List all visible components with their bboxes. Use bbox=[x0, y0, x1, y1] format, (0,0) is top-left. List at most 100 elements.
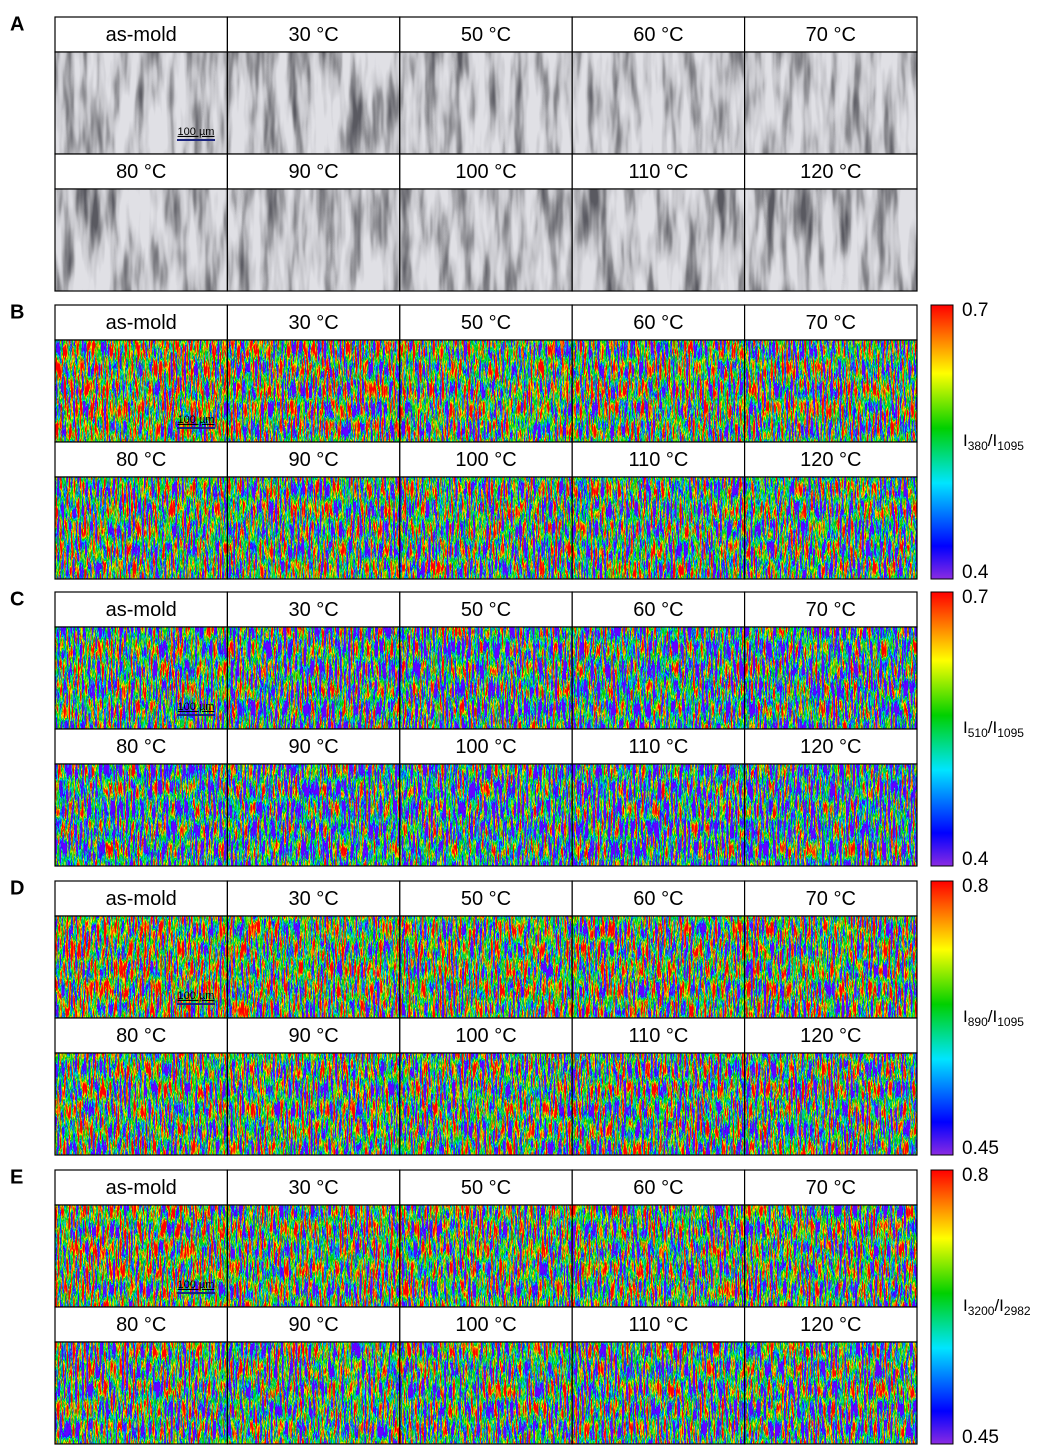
scale-bar-label: 100 µm bbox=[178, 701, 215, 713]
colorbar-min: 0.4 bbox=[962, 849, 989, 870]
map-image bbox=[572, 1053, 744, 1155]
map-image bbox=[227, 52, 399, 154]
cell-title: 60 °C bbox=[633, 599, 683, 621]
colorbar-max: 0.8 bbox=[962, 876, 988, 897]
cell-title: 90 °C bbox=[288, 1025, 338, 1047]
colorbar-max: 0.7 bbox=[962, 587, 988, 608]
map-image bbox=[400, 627, 572, 729]
map-image bbox=[55, 189, 227, 291]
map-image bbox=[55, 1342, 227, 1444]
panel-label: C bbox=[10, 588, 24, 610]
cell-title: 120 °C bbox=[800, 1314, 861, 1336]
panel-label: A bbox=[10, 13, 24, 35]
cell-title: 50 °C bbox=[461, 1177, 511, 1199]
colorbar-min: 0.45 bbox=[962, 1427, 999, 1448]
map-image bbox=[55, 1205, 227, 1307]
label-sub: 3200 bbox=[968, 1304, 995, 1318]
cell-title: 50 °C bbox=[461, 312, 511, 334]
map-image bbox=[55, 52, 227, 154]
cell-title: 100 °C bbox=[455, 736, 516, 758]
map-image bbox=[572, 916, 744, 1018]
map-image bbox=[55, 477, 227, 579]
cell-title: 30 °C bbox=[288, 312, 338, 334]
cell-title: as-mold bbox=[106, 1177, 177, 1199]
map-image bbox=[572, 52, 744, 154]
label-sub: 2982 bbox=[1004, 1304, 1031, 1318]
colorbar bbox=[931, 1170, 953, 1444]
colorbar-max: 0.8 bbox=[962, 1165, 988, 1186]
map-image bbox=[400, 764, 572, 866]
cell-title: 80 °C bbox=[116, 736, 166, 758]
map-image bbox=[55, 340, 227, 442]
map-image bbox=[55, 764, 227, 866]
map-image bbox=[400, 1342, 572, 1444]
map-image bbox=[745, 1205, 917, 1307]
cell-title: 60 °C bbox=[633, 312, 683, 334]
cell-title: 100 °C bbox=[455, 449, 516, 471]
cell-title: 80 °C bbox=[116, 449, 166, 471]
cell-title: 110 °C bbox=[628, 161, 688, 183]
map-image bbox=[572, 1342, 744, 1444]
map-image bbox=[400, 52, 572, 154]
colorbar bbox=[931, 592, 953, 866]
map-image bbox=[745, 627, 917, 729]
cell-title: 60 °C bbox=[633, 888, 683, 910]
cell-title: as-mold bbox=[106, 312, 177, 334]
map-image bbox=[400, 477, 572, 579]
map-image bbox=[227, 1205, 399, 1307]
map-image bbox=[400, 1205, 572, 1307]
label-sub: 1095 bbox=[997, 439, 1024, 453]
cell-title: 90 °C bbox=[288, 161, 338, 183]
cell-title: 120 °C bbox=[800, 1025, 861, 1047]
map-image bbox=[745, 1342, 917, 1444]
cell-title: as-mold bbox=[106, 24, 177, 46]
cell-title: 50 °C bbox=[461, 24, 511, 46]
map-image bbox=[227, 1342, 399, 1444]
cell-title: 30 °C bbox=[288, 888, 338, 910]
map-image bbox=[400, 340, 572, 442]
cell-title: 80 °C bbox=[116, 1025, 166, 1047]
figure: Aas-mold 100 µm 30 °C 50 °C 60 °C 70 °C 80 °C 9… bbox=[0, 0, 1049, 1448]
cell-title: 70 °C bbox=[806, 1177, 856, 1199]
scale-bar-label: 100 µm bbox=[178, 1279, 215, 1291]
map-image bbox=[55, 627, 227, 729]
cell-title: 30 °C bbox=[288, 1177, 338, 1199]
colorbar bbox=[931, 305, 953, 579]
map-image bbox=[745, 189, 917, 291]
cell-title: 120 °C bbox=[800, 449, 861, 471]
colorbar-max: 0.7 bbox=[962, 300, 988, 321]
colorbar-label: I890/I1095 bbox=[963, 1007, 1024, 1029]
map-image bbox=[745, 916, 917, 1018]
colorbar-label: I380/I1095 bbox=[963, 431, 1024, 453]
scale-bar-label: 100 µm bbox=[178, 126, 215, 138]
label-sub: 1095 bbox=[997, 1015, 1024, 1029]
map-image bbox=[227, 1053, 399, 1155]
cell-title: 100 °C bbox=[455, 1025, 516, 1047]
cell-title: 60 °C bbox=[633, 1177, 683, 1199]
cell-title: 80 °C bbox=[116, 161, 166, 183]
map-image bbox=[745, 1053, 917, 1155]
scale-bar-label: 100 µm bbox=[178, 990, 215, 1002]
cell-title: 100 °C bbox=[455, 1314, 516, 1336]
label-sub: 1095 bbox=[997, 726, 1024, 740]
map-image bbox=[572, 189, 744, 291]
map-image bbox=[745, 340, 917, 442]
panel-label: E bbox=[10, 1166, 23, 1188]
cell-title: 110 °C bbox=[628, 736, 688, 758]
map-image bbox=[572, 340, 744, 442]
map-image bbox=[745, 477, 917, 579]
colorbar-min: 0.45 bbox=[962, 1138, 999, 1159]
panel-label: B bbox=[10, 301, 24, 323]
label-sub: 890 bbox=[968, 1015, 988, 1029]
cell-title: 70 °C bbox=[806, 599, 856, 621]
cell-title: 70 °C bbox=[806, 888, 856, 910]
colorbar-label: I3200/I2982 bbox=[963, 1296, 1031, 1318]
cell-title: 110 °C bbox=[628, 1314, 688, 1336]
map-image bbox=[227, 627, 399, 729]
cell-title: 120 °C bbox=[800, 161, 861, 183]
map-image bbox=[400, 916, 572, 1018]
cell-title: 90 °C bbox=[288, 449, 338, 471]
map-image bbox=[745, 764, 917, 866]
cell-title: as-mold bbox=[106, 888, 177, 910]
scale-bar-label: 100 µm bbox=[178, 414, 215, 426]
